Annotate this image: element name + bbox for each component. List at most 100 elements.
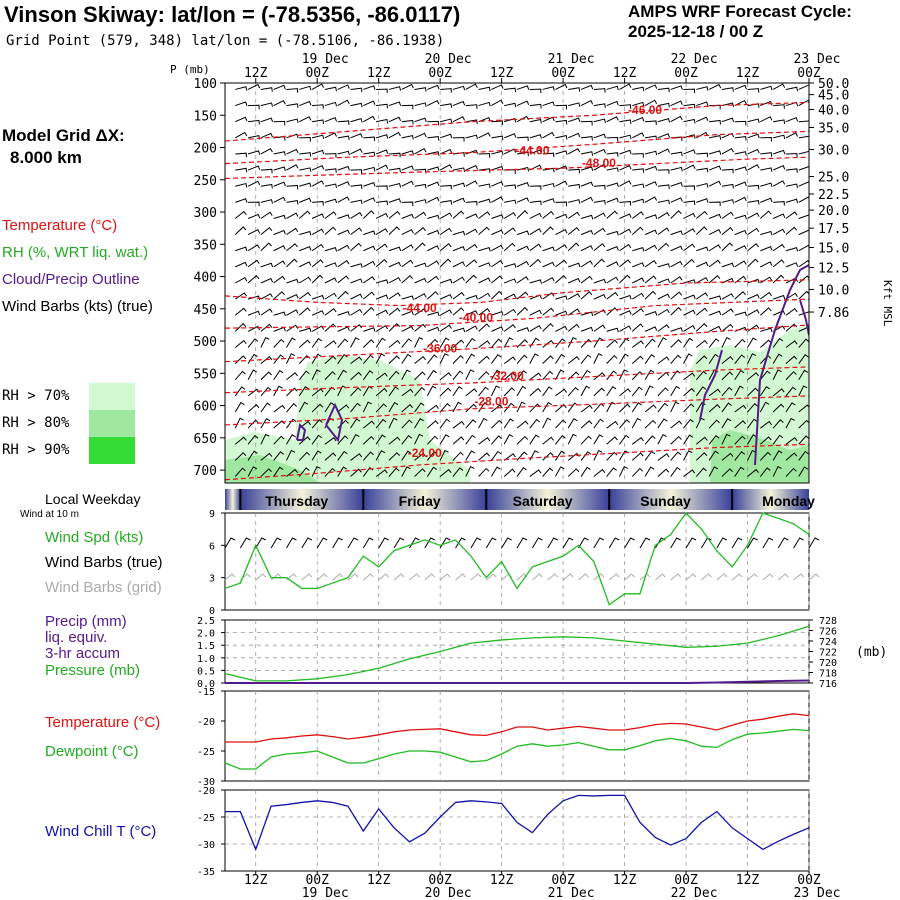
wind-barb bbox=[580, 404, 593, 413]
grid-wind-barb bbox=[424, 573, 436, 581]
wind-barb bbox=[414, 418, 424, 429]
wind-barb bbox=[375, 337, 386, 348]
barbs-true-label: Wind Barbs (true) bbox=[45, 554, 163, 571]
wind-barb bbox=[363, 245, 376, 252]
wind-barb bbox=[760, 152, 773, 157]
wind-barb bbox=[670, 420, 683, 429]
wind-barb bbox=[785, 153, 798, 158]
wind-barb bbox=[721, 102, 735, 107]
wind-barb bbox=[708, 419, 720, 429]
wind-barb bbox=[337, 150, 350, 156]
wind-barb bbox=[695, 436, 708, 445]
top-time-label: 12Z bbox=[736, 66, 760, 81]
wind-barb bbox=[580, 354, 592, 364]
wind-barb bbox=[555, 388, 568, 397]
wind-barb bbox=[388, 131, 401, 139]
wind-barb bbox=[247, 404, 260, 413]
wind-barb bbox=[747, 293, 760, 300]
wind-barb bbox=[388, 370, 400, 381]
wind-barb bbox=[286, 324, 299, 332]
isotherm-label: -44.00 bbox=[403, 301, 437, 315]
wind-barb bbox=[235, 246, 248, 252]
wind-barb bbox=[747, 258, 759, 268]
wind-barb bbox=[580, 338, 592, 348]
top-date-label: 20 Dec bbox=[425, 52, 472, 67]
wind-barb bbox=[529, 258, 542, 268]
wind-barb bbox=[504, 169, 516, 174]
wind-barb bbox=[388, 323, 400, 332]
wind-barb bbox=[567, 386, 579, 397]
isotherm-line bbox=[225, 324, 809, 363]
wind-barb bbox=[439, 403, 451, 413]
wind-barb bbox=[542, 452, 554, 461]
wind-barb bbox=[593, 212, 606, 219]
wind-barb bbox=[580, 291, 593, 300]
wind-barb bbox=[785, 183, 799, 189]
wind-barb bbox=[785, 437, 798, 445]
wind-barb bbox=[401, 434, 413, 445]
wind-barb bbox=[695, 307, 708, 316]
wind-barb bbox=[632, 292, 645, 300]
wind-barb bbox=[235, 152, 247, 158]
top-time-label: 00Z bbox=[674, 66, 698, 81]
top-time-label: 00Z bbox=[428, 66, 452, 81]
wind-barb bbox=[414, 199, 427, 204]
wind-barb bbox=[555, 419, 567, 429]
wind-barb bbox=[670, 291, 683, 300]
cross-section-frame bbox=[224, 82, 810, 484]
wind-barb bbox=[235, 167, 248, 173]
isotherm-line bbox=[225, 395, 809, 426]
precip-label: Precip (mm) bbox=[45, 613, 127, 630]
wind-barb bbox=[504, 199, 517, 205]
wind-barb bbox=[529, 434, 540, 445]
wind-barb bbox=[734, 181, 747, 187]
model-grid-label: Model Grid ΔX: bbox=[2, 126, 125, 145]
wind-barb bbox=[273, 354, 284, 364]
wind-barb bbox=[580, 181, 594, 187]
wind-barb bbox=[337, 435, 349, 445]
wind-barb bbox=[388, 386, 399, 397]
wind-barb bbox=[529, 324, 542, 332]
wind-barb bbox=[721, 336, 731, 348]
wind-barb bbox=[542, 152, 555, 158]
wind-barb bbox=[363, 115, 376, 123]
wind-barb bbox=[311, 325, 325, 332]
wind-barb bbox=[414, 242, 426, 252]
windchill-panel-frame bbox=[224, 789, 810, 872]
wind-barb bbox=[388, 339, 401, 348]
wind-barb bbox=[375, 243, 388, 252]
wind-barb bbox=[286, 184, 299, 190]
wind-barb bbox=[388, 417, 398, 429]
wind-barb bbox=[772, 310, 786, 316]
wind-barb bbox=[503, 242, 516, 252]
wind-barb bbox=[721, 168, 734, 174]
grid-wind-barb bbox=[654, 573, 666, 581]
wind-barb bbox=[478, 211, 491, 219]
wind-barb bbox=[465, 259, 478, 268]
wind-barb bbox=[375, 469, 388, 477]
wind-barb bbox=[696, 101, 709, 107]
surface-wind-barb bbox=[255, 537, 266, 549]
wind-barb bbox=[657, 148, 670, 155]
wind-barb bbox=[298, 307, 311, 316]
surface-wind-barb bbox=[224, 537, 236, 549]
wind-barb bbox=[350, 402, 361, 413]
wind-barb bbox=[273, 420, 285, 429]
wind-barb bbox=[247, 434, 259, 445]
wind-barb bbox=[606, 210, 618, 219]
wind-barb bbox=[350, 356, 363, 365]
wind-barb bbox=[542, 355, 554, 365]
wind-barb bbox=[683, 434, 694, 445]
wind-barb bbox=[606, 451, 618, 461]
wind-barb bbox=[427, 214, 440, 220]
surface-wind-barb bbox=[639, 537, 651, 549]
wind-barb bbox=[260, 87, 273, 92]
wind-barb bbox=[580, 196, 594, 203]
wind-barb bbox=[785, 117, 799, 123]
wind-barb bbox=[235, 101, 248, 107]
wind-barb bbox=[580, 311, 594, 317]
wind-barb bbox=[273, 275, 286, 284]
bottom-date-label: 23 Dec bbox=[794, 886, 841, 900]
grid-wind-barb bbox=[716, 573, 728, 581]
wind-barb bbox=[516, 85, 530, 90]
